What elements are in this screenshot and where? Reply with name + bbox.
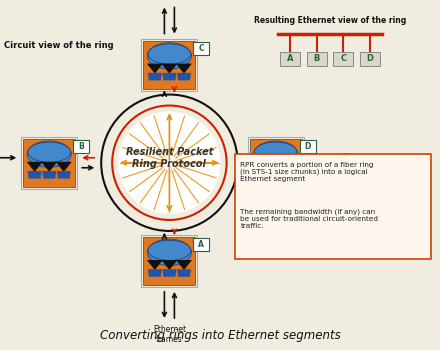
Text: Converting rings into Ethernet segments: Converting rings into Ethernet segments <box>99 329 341 342</box>
Polygon shape <box>253 162 269 172</box>
Polygon shape <box>57 171 71 178</box>
Ellipse shape <box>27 141 71 167</box>
Text: Ethernet
frames: Ethernet frames <box>153 0 186 1</box>
Text: The remaining bandwidth (if any) can
be used for traditional circuit-oriented
tr: The remaining bandwidth (if any) can be … <box>240 209 378 229</box>
Bar <box>141 235 198 287</box>
Text: B: B <box>78 142 84 151</box>
Text: C: C <box>198 43 204 52</box>
Ellipse shape <box>254 142 297 162</box>
Polygon shape <box>176 64 192 74</box>
Polygon shape <box>147 64 163 74</box>
Polygon shape <box>56 162 72 172</box>
Bar <box>143 41 195 89</box>
Bar <box>23 139 75 187</box>
Text: Ethernet
frames: Ethernet frames <box>341 153 375 173</box>
Text: Ethernet
frames: Ethernet frames <box>153 325 186 344</box>
Polygon shape <box>283 171 297 178</box>
Polygon shape <box>268 171 282 178</box>
Polygon shape <box>148 269 162 277</box>
Polygon shape <box>162 269 176 277</box>
Bar <box>143 237 195 285</box>
Polygon shape <box>42 171 56 178</box>
Bar <box>21 137 77 189</box>
Polygon shape <box>147 260 163 270</box>
Bar <box>334 52 353 66</box>
Bar <box>280 52 300 66</box>
Polygon shape <box>177 269 191 277</box>
Ellipse shape <box>253 141 298 167</box>
Ellipse shape <box>148 44 191 64</box>
Polygon shape <box>176 260 192 270</box>
Text: B: B <box>313 54 320 63</box>
Polygon shape <box>27 162 43 172</box>
Text: Circuit view of the ring: Circuit view of the ring <box>4 41 114 50</box>
Polygon shape <box>41 162 57 172</box>
Text: D: D <box>304 142 311 151</box>
Text: D: D <box>367 54 374 63</box>
Bar <box>300 140 315 153</box>
Polygon shape <box>28 171 42 178</box>
Bar <box>73 140 89 153</box>
Circle shape <box>118 112 220 214</box>
Ellipse shape <box>147 43 191 69</box>
Text: Resilient Packet
Ring Protocol: Resilient Packet Ring Protocol <box>126 147 213 169</box>
Bar <box>141 38 198 91</box>
Bar <box>194 238 209 251</box>
Ellipse shape <box>147 239 191 266</box>
Polygon shape <box>148 73 162 80</box>
Polygon shape <box>282 162 298 172</box>
Text: A: A <box>287 54 293 63</box>
Bar <box>235 154 431 259</box>
Polygon shape <box>254 171 268 178</box>
Text: C: C <box>340 54 346 63</box>
Text: A: A <box>198 240 204 249</box>
Polygon shape <box>161 64 177 74</box>
Ellipse shape <box>148 240 191 260</box>
Ellipse shape <box>28 142 70 162</box>
Text: Resulting Ethernet view of the ring: Resulting Ethernet view of the ring <box>254 16 406 25</box>
Bar <box>194 42 209 55</box>
Polygon shape <box>268 162 284 172</box>
Polygon shape <box>161 260 177 270</box>
Text: RPR converts a portion of a fiber ring
(in STS-1 size chunks) into a logical
Eth: RPR converts a portion of a fiber ring (… <box>240 162 374 182</box>
Bar <box>360 52 380 66</box>
Bar <box>249 139 301 187</box>
Bar <box>307 52 326 66</box>
Polygon shape <box>177 73 191 80</box>
Polygon shape <box>162 73 176 80</box>
Bar <box>248 137 304 189</box>
